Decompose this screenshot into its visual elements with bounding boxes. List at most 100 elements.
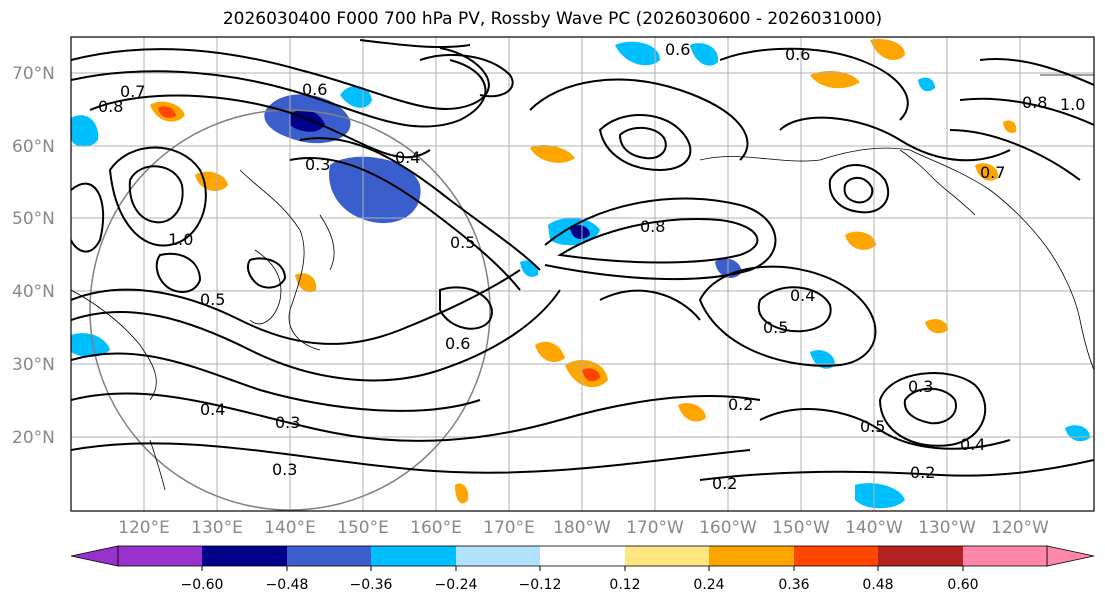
- contour-label: 0.8: [640, 217, 665, 236]
- colorbar-segment: [709, 546, 794, 566]
- colorbar-tick-label: −0.24: [435, 577, 478, 593]
- shade-positive: [535, 341, 565, 362]
- colorbar-tick-label: −0.48: [266, 577, 309, 593]
- colorbar-segment: [287, 546, 371, 566]
- colorbar-segment: [540, 546, 625, 566]
- lon-label: 120°W: [991, 518, 1049, 538]
- lon-label: 150°W: [772, 518, 830, 538]
- shade-positive: [870, 38, 905, 60]
- shade-positive: [975, 163, 999, 181]
- shade-negative: [570, 225, 590, 240]
- shade-negative: [71, 115, 99, 147]
- contour-label: 1.0: [168, 230, 193, 249]
- contour-label: 0.4: [960, 435, 985, 454]
- colorbar-segment: [878, 546, 963, 566]
- lon-label: 170°W: [626, 518, 684, 538]
- lon-label: 170°E: [483, 518, 535, 538]
- contour-label: 0.2: [728, 395, 753, 414]
- pv-shading: [71, 38, 1090, 509]
- contour-label: 0.7: [120, 82, 145, 101]
- region-circle: [89, 109, 491, 511]
- lon-label: 160°W: [699, 518, 757, 538]
- colorbar-tick-label: 0.12: [609, 577, 640, 593]
- colorbar-segment: [456, 546, 540, 566]
- contour-label: 0.3: [305, 155, 330, 174]
- shade-negative: [329, 156, 421, 224]
- shade-negative: [340, 85, 372, 108]
- colorbar-extend-right: [1046, 545, 1095, 567]
- pv-contours: [71, 39, 1094, 481]
- contour-label: 0.3: [908, 377, 933, 396]
- colorbar-segment: [118, 546, 202, 566]
- lon-label: 150°E: [337, 518, 389, 538]
- colorbar-segment: [202, 546, 287, 566]
- latitude-labels: 70°N 60°N 50°N 40°N 30°N 20°N: [12, 64, 55, 448]
- lon-label: 160°E: [410, 518, 462, 538]
- shade-positive: [158, 106, 176, 118]
- colorbar-tick-label: −0.60: [181, 577, 224, 593]
- coastlines: [71, 74, 1094, 491]
- graticule: [71, 37, 1094, 511]
- colorbar-segment: [963, 546, 1047, 566]
- shade-positive: [582, 368, 600, 382]
- colorbar-tick-label: −0.12: [519, 577, 562, 593]
- colorbar-tick-label: 0.36: [778, 577, 809, 593]
- contour-label: 0.4: [790, 286, 815, 305]
- lat-label: 30°N: [12, 355, 55, 375]
- contour-label: 1.0: [1060, 95, 1085, 114]
- colorbar-extend-left: [70, 545, 119, 567]
- contour-label: 0.3: [272, 460, 297, 479]
- colorbar-outline: [117, 545, 1048, 567]
- shade-negative: [615, 41, 660, 66]
- shade-positive: [925, 319, 948, 334]
- lon-label: 140°E: [264, 518, 316, 538]
- contour-label: 0.4: [200, 400, 225, 419]
- contour-label: 0.5: [450, 233, 475, 252]
- colorbar-tick-label: 0.48: [862, 577, 893, 593]
- shade-positive: [845, 231, 876, 250]
- contour-label: 0.5: [200, 290, 225, 309]
- lat-label: 40°N: [12, 282, 55, 302]
- shade-negative: [690, 43, 719, 66]
- lon-label: 120°E: [118, 518, 170, 538]
- shade-positive: [678, 403, 706, 422]
- map-frame: [70, 36, 1095, 512]
- colorbar-ticks: [201, 566, 964, 571]
- colorbar-tick-label: 0.24: [693, 577, 724, 593]
- shade-positive: [810, 70, 860, 89]
- map-title: 2026030400 F000 700 hPa PV, Rossby Wave …: [222, 9, 883, 29]
- lat-label: 50°N: [12, 209, 55, 229]
- contour-label: 0.5: [763, 318, 788, 337]
- lat-label: 70°N: [12, 64, 55, 84]
- colorbar-tick-label: 0.60: [947, 577, 978, 593]
- contour-label: 0.8: [98, 97, 123, 116]
- colorbar-tick-label: −0.36: [350, 577, 393, 593]
- contour-label: 0.8: [1022, 93, 1047, 112]
- colorbar-segment: [625, 546, 709, 566]
- contour-label: 0.3: [275, 413, 300, 432]
- colorbar-segment: [371, 546, 456, 566]
- contour-labels: 0.3 0.4 0.5 0.6 0.7 0.8 1.0 0.6 0.5 0.4 …: [98, 40, 1085, 493]
- contour-label: 0.6: [665, 40, 690, 59]
- shade-positive: [455, 483, 469, 504]
- shade-negative: [855, 483, 905, 509]
- contour-label: 0.7: [980, 163, 1005, 182]
- contour-label: 0.6: [302, 80, 327, 99]
- lat-label: 20°N: [12, 428, 55, 448]
- shade-positive: [1003, 120, 1017, 133]
- shade-negative: [71, 333, 110, 357]
- lon-label: 130°E: [191, 518, 243, 538]
- shade-positive: [530, 145, 575, 163]
- colorbar: −0.60 −0.48 −0.36 −0.24 −0.12 0.12 0.24 …: [70, 545, 1095, 593]
- lat-label: 60°N: [12, 137, 55, 157]
- colorbar-segment: [794, 546, 878, 566]
- lon-label: 130°W: [918, 518, 976, 538]
- shade-negative: [918, 77, 935, 92]
- contour-label: 0.6: [445, 334, 470, 353]
- contour-label: 0.6: [785, 45, 810, 64]
- lon-label: 180°W: [553, 518, 611, 538]
- lon-label: 140°W: [845, 518, 903, 538]
- contour-label: 0.4: [395, 148, 420, 167]
- contour-label: 0.2: [910, 463, 935, 482]
